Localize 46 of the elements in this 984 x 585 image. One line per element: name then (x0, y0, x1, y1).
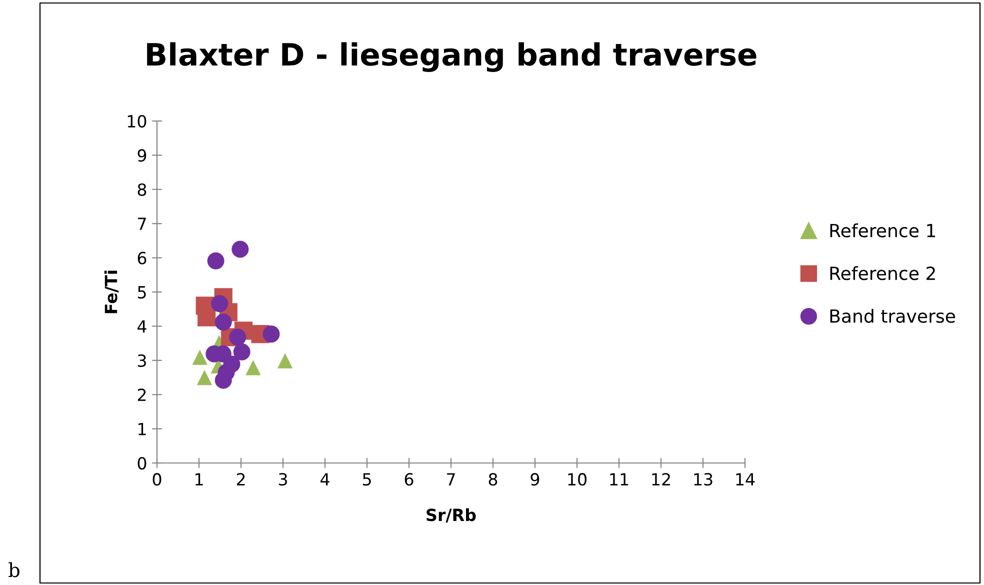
x-tick-label: 2 (236, 473, 245, 486)
y-axis-title: Fe/Ti (104, 270, 119, 314)
point (229, 328, 246, 346)
legend-label: Band traverse (830, 308, 955, 323)
legend-label: Reference 1 (830, 223, 936, 238)
point (198, 308, 216, 326)
point (211, 295, 228, 312)
x-tick-label: 6 (404, 473, 414, 486)
x-tick-label: 1 (196, 473, 203, 486)
point (262, 326, 280, 343)
point (214, 314, 232, 331)
chart-title: Blaxter D - liesegang band traverse (147, 42, 756, 72)
y-tick-label: 3 (138, 354, 146, 367)
point (277, 353, 293, 368)
y-tick-label: 4 (137, 320, 146, 333)
y-tick-label: 6 (138, 252, 146, 264)
legend-label: Reference 2 (830, 266, 935, 280)
y-tick-label: 5 (138, 286, 146, 299)
text: b (8, 562, 20, 578)
y-tick-label: 10 (128, 114, 146, 128)
x-tick-label: 9 (530, 473, 540, 486)
point (246, 360, 261, 376)
point (192, 350, 208, 365)
x-tick-label: 8 (488, 473, 498, 486)
y-tick-label: 8 (138, 183, 146, 196)
x-axis-title: Sr/Rb (426, 508, 476, 523)
x-tick-label: 11 (610, 473, 628, 486)
y-tick-label: 0 (138, 456, 146, 470)
x-tick-label: 10 (568, 473, 586, 486)
point (214, 372, 232, 389)
point (233, 343, 250, 360)
x-tick-label: 3 (278, 473, 287, 486)
x-tick-label: 13 (694, 473, 712, 486)
y-tick-label: 7 (138, 218, 146, 230)
point (196, 370, 212, 386)
y-tick-label: 1 (138, 422, 146, 436)
x-tick-label: 0 (152, 473, 162, 486)
x-tick-label: 7 (447, 473, 455, 486)
x-tick-label: 4 (320, 473, 330, 486)
y-tick-label: 2 (138, 388, 146, 401)
x-tick-label: 14 (736, 473, 755, 486)
point (207, 252, 224, 270)
x-tick-label: 12 (652, 473, 670, 486)
point (232, 240, 249, 258)
x-tick-label: 5 (362, 473, 371, 486)
y-tick-label: 9 (138, 149, 146, 162)
